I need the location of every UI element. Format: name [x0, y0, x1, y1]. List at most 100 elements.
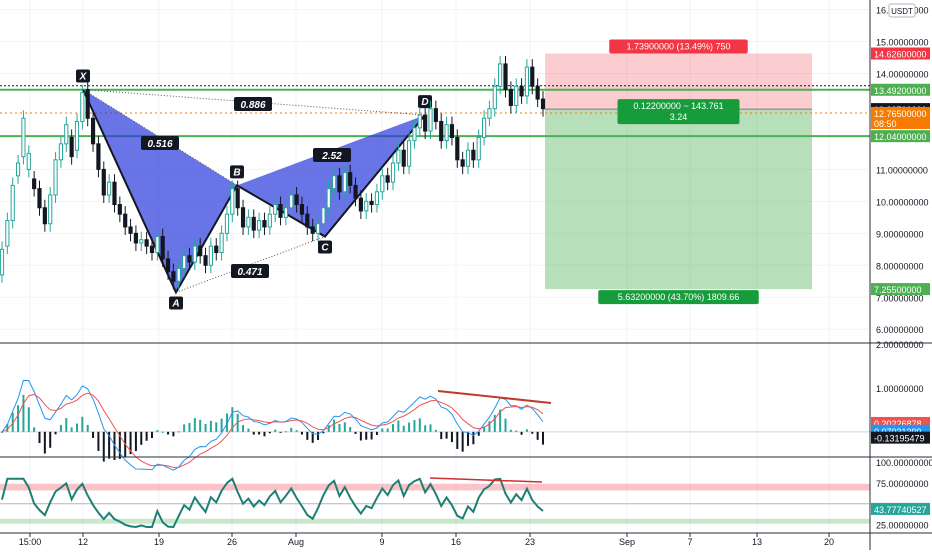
candle-body — [476, 136, 481, 161]
macd-histogram-bar — [472, 431, 475, 445]
time-tick-label: Aug — [288, 537, 304, 547]
macd-histogram-bar — [509, 429, 512, 432]
macd-divergence-line — [437, 390, 552, 404]
candle-body — [423, 114, 428, 132]
macd-histogram-bar — [209, 420, 212, 432]
macd-histogram-bar — [467, 431, 470, 446]
macd-histogram-bar — [402, 425, 405, 432]
candle-body — [58, 143, 64, 161]
point-label-bg — [418, 95, 432, 109]
macd-histogram-bar — [408, 422, 411, 432]
candle-body — [396, 149, 401, 164]
candle-body — [406, 140, 412, 167]
currency-label: USDT — [891, 7, 913, 16]
macd-histogram-bar — [22, 394, 25, 432]
macd-histogram-bar — [483, 426, 486, 432]
candle-body — [481, 117, 487, 138]
macd-histogram-bar — [81, 416, 84, 432]
candle-body — [155, 236, 160, 254]
candle-body — [417, 114, 422, 129]
macd-histogram-bar — [418, 418, 421, 432]
macd-histogram-bar — [268, 431, 271, 434]
time-tick-label: 16 — [451, 537, 461, 547]
macd-histogram-bar — [542, 431, 544, 445]
candle-body — [224, 213, 230, 234]
candle-body — [332, 175, 337, 190]
candle-body — [15, 162, 21, 177]
ratio-label: 0.886 — [240, 100, 265, 111]
candle-body — [401, 149, 406, 167]
candle-body — [460, 159, 465, 167]
candle-body — [21, 117, 26, 158]
candle-body — [514, 85, 519, 106]
macd-histogram-bar — [1, 431, 3, 433]
time-tick-label: Sep — [619, 537, 635, 547]
price-label-sub: 08:50 — [874, 119, 897, 129]
macd-histogram-bar — [386, 428, 389, 432]
candle-body — [267, 213, 272, 228]
price-label-bg — [871, 130, 930, 143]
candle-body — [498, 63, 503, 87]
macd-histogram-bar — [290, 427, 293, 432]
candle-body — [353, 184, 358, 199]
price-tick-label: 7.00000000 — [876, 293, 924, 303]
candle-body — [348, 172, 353, 186]
harmonic-pattern[interactable]: X A B C D 0.886 0.516 0.471 2.52 — [76, 69, 432, 310]
macd-label: -0.13195479 — [874, 434, 925, 444]
candle-body — [219, 232, 224, 254]
candle-body — [278, 204, 283, 218]
rsi-label-bg — [871, 502, 930, 515]
price-tick-label: 14.00000000 — [876, 70, 929, 80]
candle-body — [48, 194, 53, 225]
ratio-label-bg — [313, 148, 351, 162]
macd-histogram-bar — [322, 431, 325, 434]
time-tick-label: 7 — [687, 537, 692, 547]
price-labels: 14.6260000013.4920000012.8870000012.7650… — [598, 39, 930, 515]
candle-body — [69, 136, 74, 158]
take-profit-zone — [545, 109, 812, 290]
candle-body — [465, 149, 471, 167]
candle-body — [305, 213, 310, 228]
macd-histogram-bar — [477, 431, 480, 436]
macd-histogram-bar — [525, 429, 528, 432]
macd-histogram-bar — [183, 424, 186, 432]
candle-body — [412, 127, 417, 142]
candle-body — [519, 85, 524, 97]
candles — [0, 55, 546, 290]
macd-histogram-bar — [70, 427, 73, 432]
price-label-bg — [871, 47, 930, 60]
candle-body — [273, 204, 278, 215]
open-label-text: 3.24 — [670, 112, 688, 122]
signal-line — [1, 392, 544, 468]
candle-body — [433, 108, 438, 122]
candle-body — [144, 239, 149, 247]
macd-histogram-bar — [188, 422, 191, 432]
macd-histogram-bar — [354, 431, 357, 434]
macd-histogram-bar — [365, 431, 368, 440]
candle-body — [10, 184, 15, 222]
candle-body — [123, 213, 128, 228]
macd-histogram-bar — [450, 431, 453, 443]
macd-histogram-bar — [515, 430, 518, 432]
macd-histogram-bar — [327, 425, 330, 432]
macd-histogram-bar — [531, 431, 534, 434]
macd-histogram-bar — [225, 413, 228, 432]
macd-histogram-bar — [97, 431, 100, 451]
macd-histogram-bar — [493, 414, 496, 432]
candle-body — [42, 207, 47, 225]
macd-histogram-bar — [167, 431, 170, 435]
xab-triangle — [83, 89, 237, 293]
macd-histogram-bar — [59, 425, 62, 432]
point-label-B: B — [233, 167, 240, 178]
time-tick-label: 12 — [78, 537, 88, 547]
time-tick-label: 15:00 — [19, 537, 42, 547]
macd-histogram-bar — [343, 422, 346, 432]
candle-body — [364, 200, 369, 212]
candle-body — [198, 245, 203, 257]
macd-histogram-bar — [392, 424, 395, 432]
rsi-label: 43.77740527 — [874, 505, 927, 515]
candle-body — [428, 108, 433, 132]
candle-body — [369, 200, 374, 206]
